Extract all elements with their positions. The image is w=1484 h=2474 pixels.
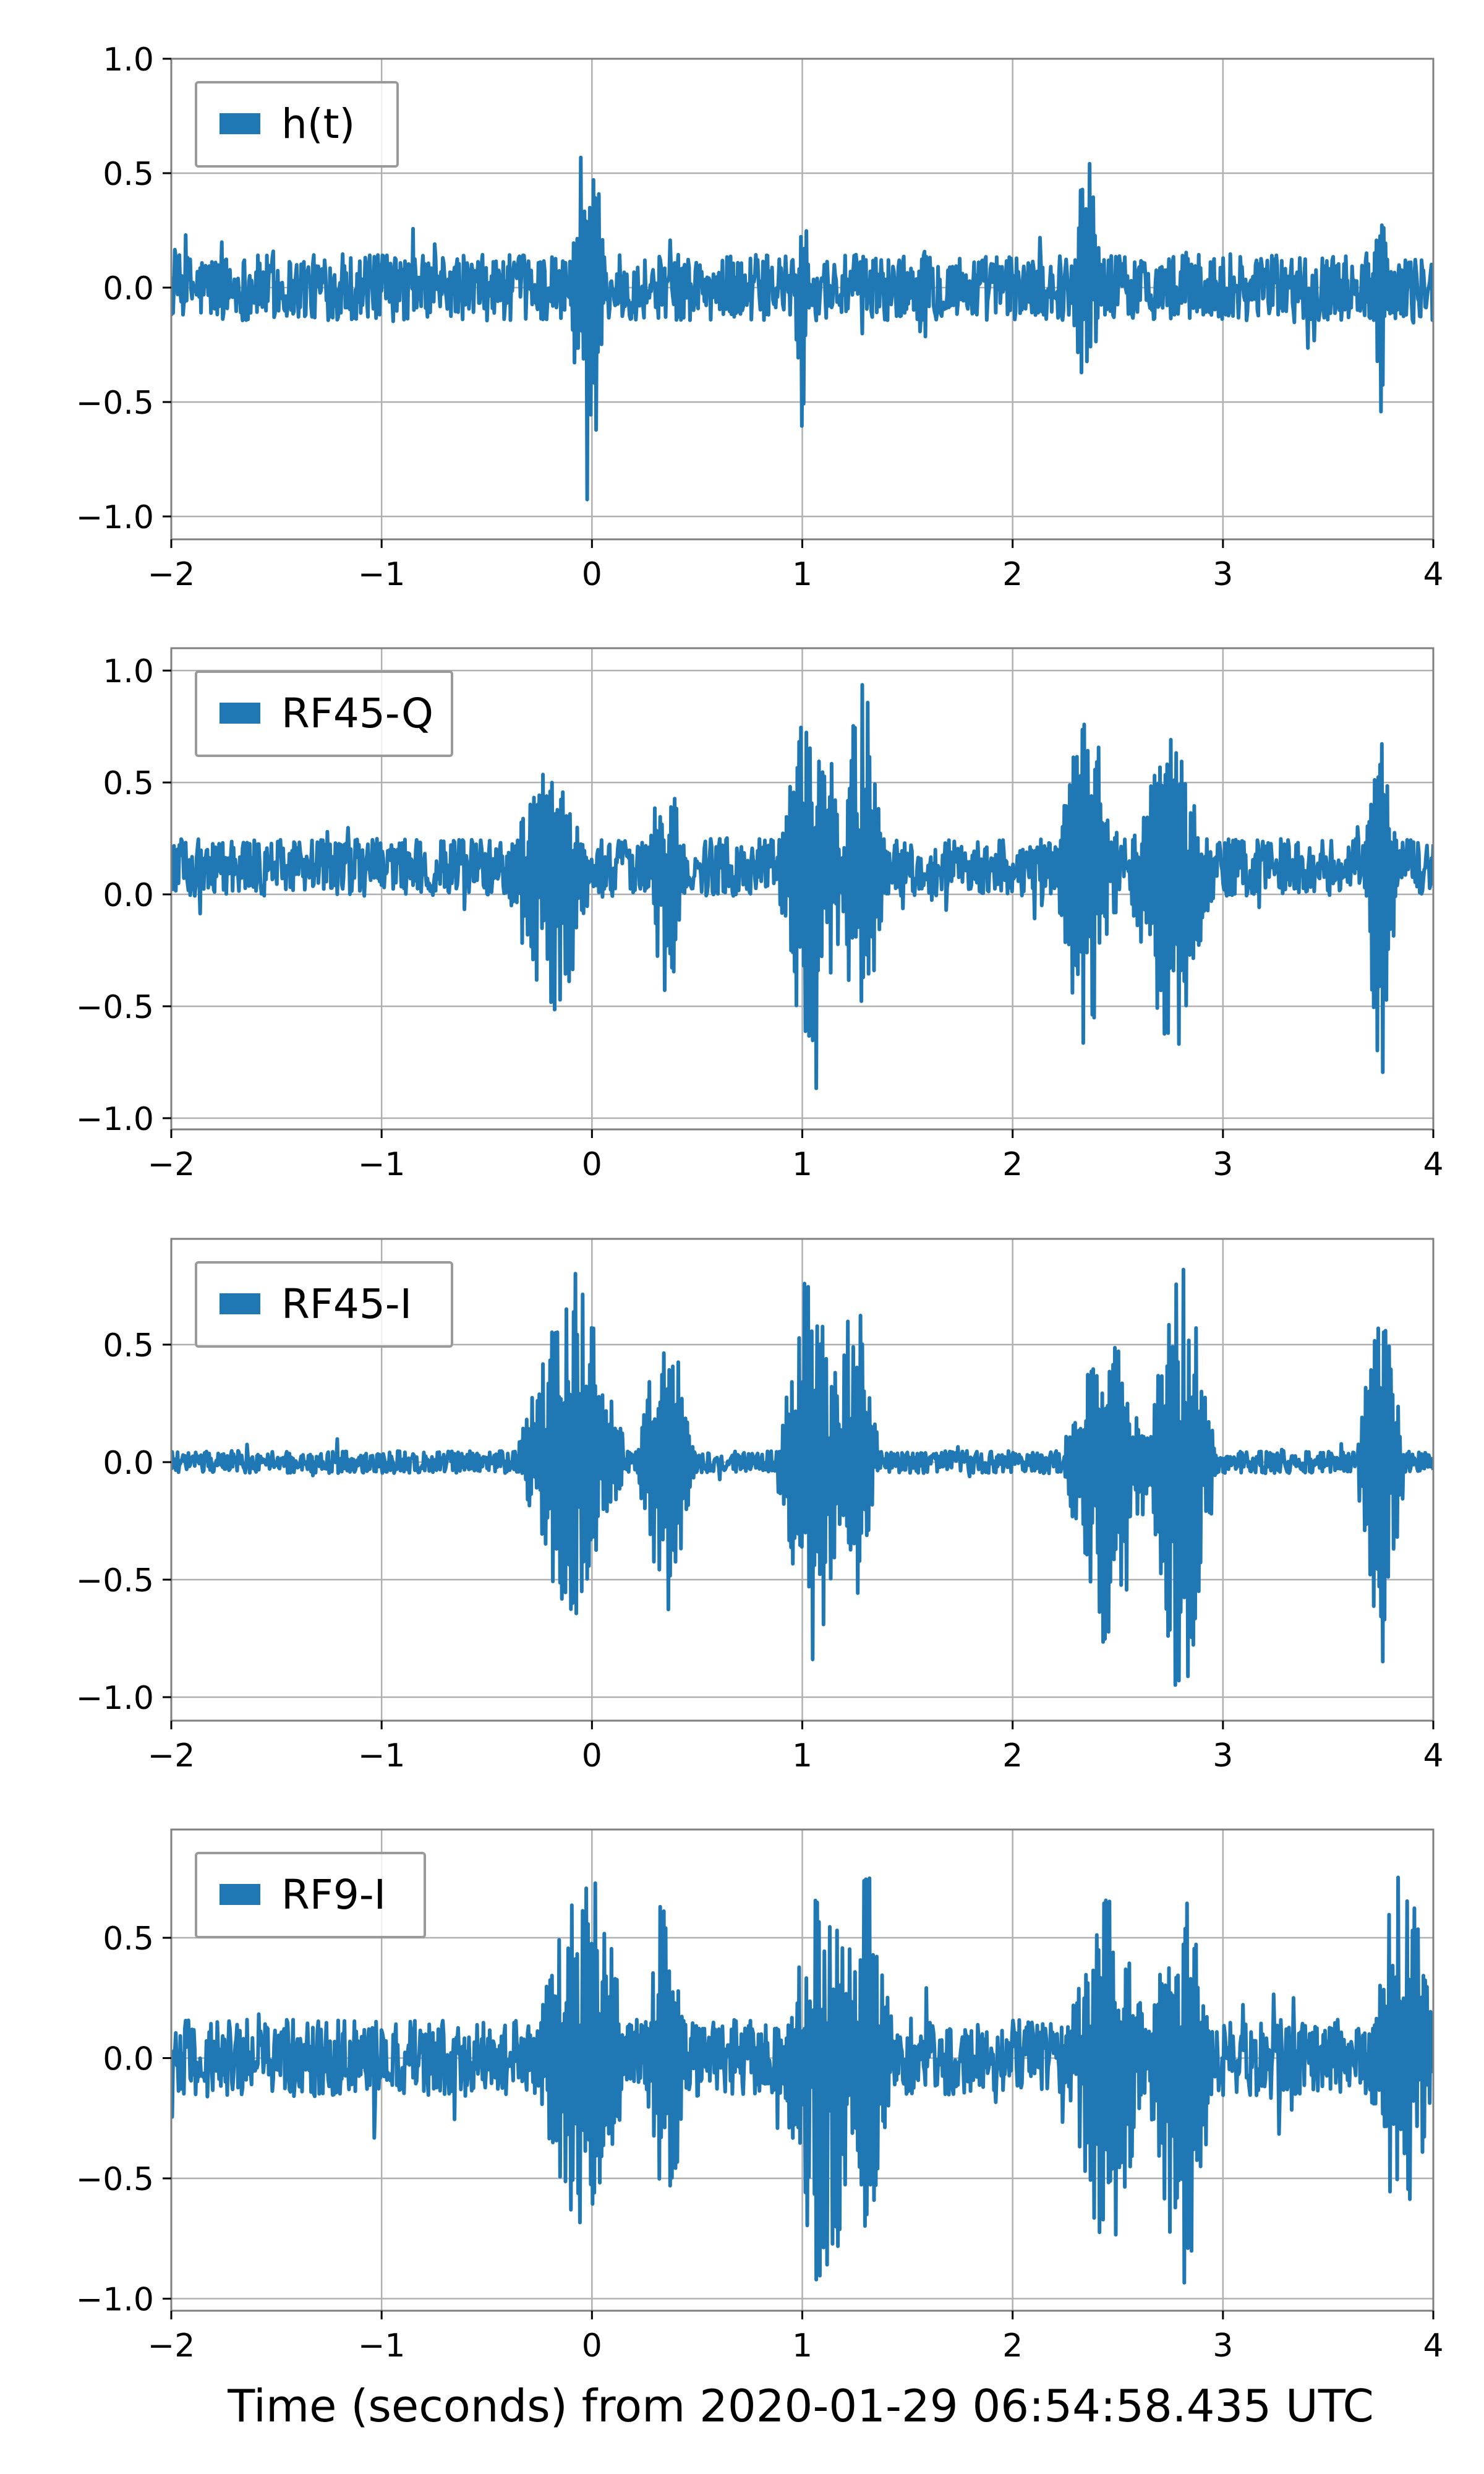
x-tick-label: −1 xyxy=(358,1146,406,1183)
legend-label: RF45-Q xyxy=(281,690,433,737)
x-tick-label: 3 xyxy=(1213,2327,1233,2365)
x-tick-label: 3 xyxy=(1213,1146,1233,1183)
legend: RF9-I xyxy=(195,1852,426,1938)
y-tick-label: −0.5 xyxy=(76,989,154,1026)
panels: −2 −1 0 1 2 3 4−1.0−0.50.00.51.0h(t)−2 −1 0 1 2 3 4−… xyxy=(76,41,1444,2365)
x-tick-label: 1 xyxy=(792,1146,812,1183)
y-tick-label: 0.5 xyxy=(103,1920,154,1958)
x-tick-label: −1 xyxy=(358,556,406,593)
y-tick-label: 0.5 xyxy=(103,765,154,802)
x-tick-label: 2 xyxy=(1002,2327,1023,2365)
y-tick-label: 0.0 xyxy=(103,270,154,307)
x-tick-label: 4 xyxy=(1423,1146,1443,1183)
legend-swatch xyxy=(220,113,260,134)
legend-label: RF45-I xyxy=(281,1280,412,1328)
y-tick-label: 0.0 xyxy=(103,877,154,914)
panel-1: −2 −1 0 1 2 3 4 −1.0 −0.5 0.0 0.5 1.0 h(t) xyxy=(76,41,1444,593)
y-tick-label: −0.5 xyxy=(76,2161,154,2198)
x-tick-label: 3 xyxy=(1213,1737,1233,1774)
series-line xyxy=(171,155,1433,502)
legend-swatch xyxy=(220,703,260,724)
y-tick-label: −1.0 xyxy=(76,2282,154,2319)
y-tick-label: 1.0 xyxy=(103,653,154,690)
x-tick-label: 3 xyxy=(1213,556,1233,593)
x-tick-label: −2 xyxy=(148,556,195,593)
x-tick-label: 1 xyxy=(792,2327,812,2365)
legend-box xyxy=(195,670,453,757)
y-tick-label: 1.0 xyxy=(103,41,154,79)
x-tick-label: −2 xyxy=(148,1737,195,1774)
panel-2: −2 −1 0 1 2 3 4 −1.0 −0.5 0.0 0.5 1.0 RF45-Q xyxy=(76,647,1444,1183)
x-tick-label: 0 xyxy=(582,1146,602,1183)
legend-box xyxy=(195,1261,453,1348)
legend-box xyxy=(195,81,399,168)
legend-swatch xyxy=(220,1884,260,1905)
x-tick-label: 2 xyxy=(1002,1146,1023,1183)
x-tick-label: 4 xyxy=(1423,556,1443,593)
y-tick-label: 0.5 xyxy=(103,1327,154,1364)
x-tick-label: 0 xyxy=(582,1737,602,1774)
panel-3: −2 −1 0 1 2 3 4 −1.0 −0.5 0.0 0.5 RF45-I xyxy=(76,1238,1444,1774)
x-tick-label: 4 xyxy=(1423,1737,1443,1774)
legend: RF45-I xyxy=(195,1261,453,1348)
x-tick-label: 4 xyxy=(1423,2327,1443,2365)
x-tick-label: 0 xyxy=(582,2327,602,2365)
x-tick-label: 1 xyxy=(792,1737,812,1774)
x-tick-label: 2 xyxy=(1002,556,1023,593)
series-line xyxy=(171,683,1433,1090)
legend-box xyxy=(195,1852,426,1938)
x-tick-label: 1 xyxy=(792,556,812,593)
legend: RF45-Q xyxy=(195,670,453,757)
legend-label: RF9-I xyxy=(281,1871,386,1919)
x-tick-label: −1 xyxy=(358,2327,406,2365)
y-tick-label: 0.0 xyxy=(103,1445,154,1482)
series-line xyxy=(171,1267,1433,1687)
x-axis-label: Time (seconds) from 2020-01-29 06:54:58.… xyxy=(227,2380,1374,2432)
y-tick-label: 0.0 xyxy=(103,2041,154,2078)
y-tick-label: −1.0 xyxy=(76,499,154,536)
series-line xyxy=(171,1875,1433,2285)
legend: h(t) xyxy=(195,81,399,168)
legend-swatch xyxy=(220,1293,260,1314)
y-tick-label: −0.5 xyxy=(76,385,154,422)
x-tick-label: 0 xyxy=(582,556,602,593)
y-tick-label: 0.5 xyxy=(103,156,154,193)
legend-label: h(t) xyxy=(281,100,355,148)
x-tick-label: −1 xyxy=(358,1737,406,1774)
y-tick-label: −0.5 xyxy=(76,1562,154,1599)
x-tick-label: −2 xyxy=(148,2327,195,2365)
x-tick-label: 2 xyxy=(1002,1737,1023,1774)
y-tick-label: −1.0 xyxy=(76,1680,154,1717)
y-tick-label: −1.0 xyxy=(76,1101,154,1138)
x-tick-label: −2 xyxy=(148,1146,195,1183)
panel-4: −2 −1 0 1 2 3 4 −1.0 −0.5 0.0 0.5 RF9-I xyxy=(76,1828,1444,2365)
